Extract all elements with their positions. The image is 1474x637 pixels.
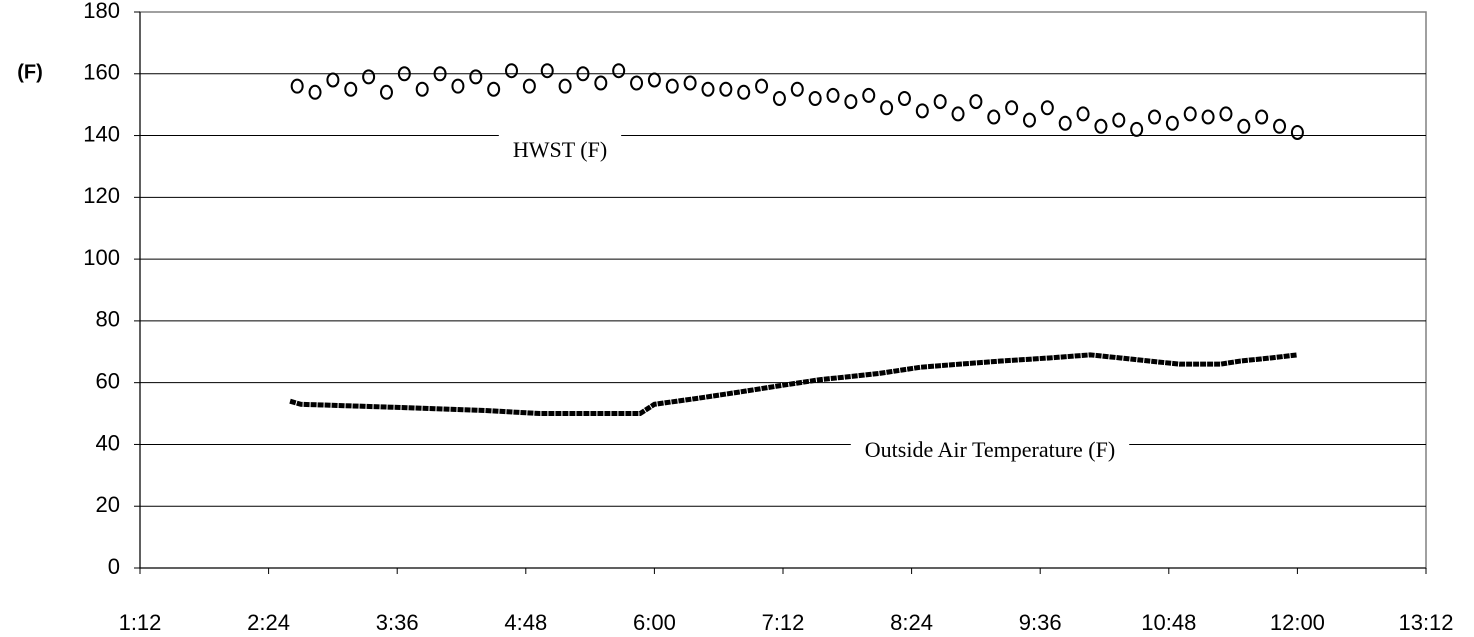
- data-point: [844, 94, 858, 110]
- data-line: [289, 352, 1298, 417]
- data-point: [1290, 124, 1304, 140]
- x-tick-label: 3:36: [376, 610, 419, 635]
- y-tick-label: 60: [96, 368, 120, 393]
- y-tick-label: 120: [83, 183, 120, 208]
- data-point: [594, 75, 608, 91]
- y-tick-label: 160: [83, 60, 120, 85]
- data-point: [451, 78, 465, 94]
- data-point: [1201, 109, 1215, 125]
- y-tick-label: 100: [83, 245, 120, 270]
- x-tick-label: 2:24: [247, 610, 290, 635]
- data-point: [737, 84, 751, 100]
- data-point: [612, 63, 626, 79]
- annotation: HWST (F): [513, 137, 607, 162]
- data-point: [826, 87, 840, 103]
- data-point: [862, 87, 876, 103]
- data-point: [933, 94, 947, 110]
- data-point: [558, 78, 572, 94]
- data-point: [433, 66, 447, 82]
- x-tick-label: 8:24: [890, 610, 933, 635]
- data-point: [790, 81, 804, 97]
- data-point: [897, 90, 911, 106]
- y-tick-label: 0: [108, 554, 120, 579]
- data-point: [987, 109, 1001, 125]
- data-point: [1022, 112, 1036, 128]
- data-point: [1237, 118, 1251, 134]
- annotation: Outside Air Temperature (F): [865, 437, 1115, 462]
- data-point: [1094, 118, 1108, 134]
- data-point: [880, 100, 894, 116]
- data-point: [915, 103, 929, 119]
- data-point: [951, 106, 965, 122]
- x-tick-label: 10:48: [1141, 610, 1196, 635]
- data-point: [379, 84, 393, 100]
- data-point: [415, 81, 429, 97]
- data-point: [1112, 112, 1126, 128]
- data-point: [1076, 106, 1090, 122]
- data-point: [469, 69, 483, 85]
- data-point: [505, 63, 519, 79]
- data-point: [969, 94, 983, 110]
- data-point: [683, 75, 697, 91]
- data-point: [1058, 115, 1072, 131]
- annotation-bg: [850, 433, 1130, 467]
- x-tick-label: 4:48: [504, 610, 547, 635]
- data-point: [1040, 100, 1054, 116]
- data-point: [1148, 109, 1162, 125]
- data-point: [1183, 106, 1197, 122]
- data-point: [1255, 109, 1269, 125]
- annotation-bg: [498, 133, 622, 167]
- x-tick-label: 6:00: [633, 610, 676, 635]
- x-tick-label: 9:36: [1019, 610, 1062, 635]
- y-tick-label: 140: [83, 121, 120, 146]
- plot-frame: [139, 11, 1427, 569]
- data-point: [719, 81, 733, 97]
- data-point: [362, 69, 376, 85]
- data-point: [397, 66, 411, 82]
- data-point: [576, 66, 590, 82]
- x-tick-label: 7:12: [762, 610, 805, 635]
- data-point: [701, 81, 715, 97]
- data-point: [1165, 115, 1179, 131]
- data-point: [647, 72, 661, 88]
- data-point: [487, 81, 501, 97]
- data-point: [630, 75, 644, 91]
- data-point: [755, 78, 769, 94]
- data-point: [290, 78, 304, 94]
- data-point: [665, 78, 679, 94]
- y-tick-label: 20: [96, 492, 120, 517]
- data-point: [1273, 118, 1287, 134]
- data-point: [1130, 121, 1144, 137]
- y-tick-label: 180: [83, 0, 120, 23]
- data-point: [772, 90, 786, 106]
- y-tick-label: 40: [96, 430, 120, 455]
- data-point: [808, 90, 822, 106]
- y-axis-label: (F): [17, 61, 43, 83]
- x-tick-label: 13:12: [1398, 610, 1453, 635]
- y-tick-label: 80: [96, 307, 120, 332]
- data-point: [522, 78, 536, 94]
- x-tick-label: 12:00: [1270, 610, 1325, 635]
- data-point: [326, 72, 340, 88]
- x-tick-label: 1:12: [119, 610, 162, 635]
- data-point: [344, 81, 358, 97]
- data-point: [308, 84, 322, 100]
- data-point: [1005, 100, 1019, 116]
- data-point: [1219, 106, 1233, 122]
- data-point: [540, 63, 554, 79]
